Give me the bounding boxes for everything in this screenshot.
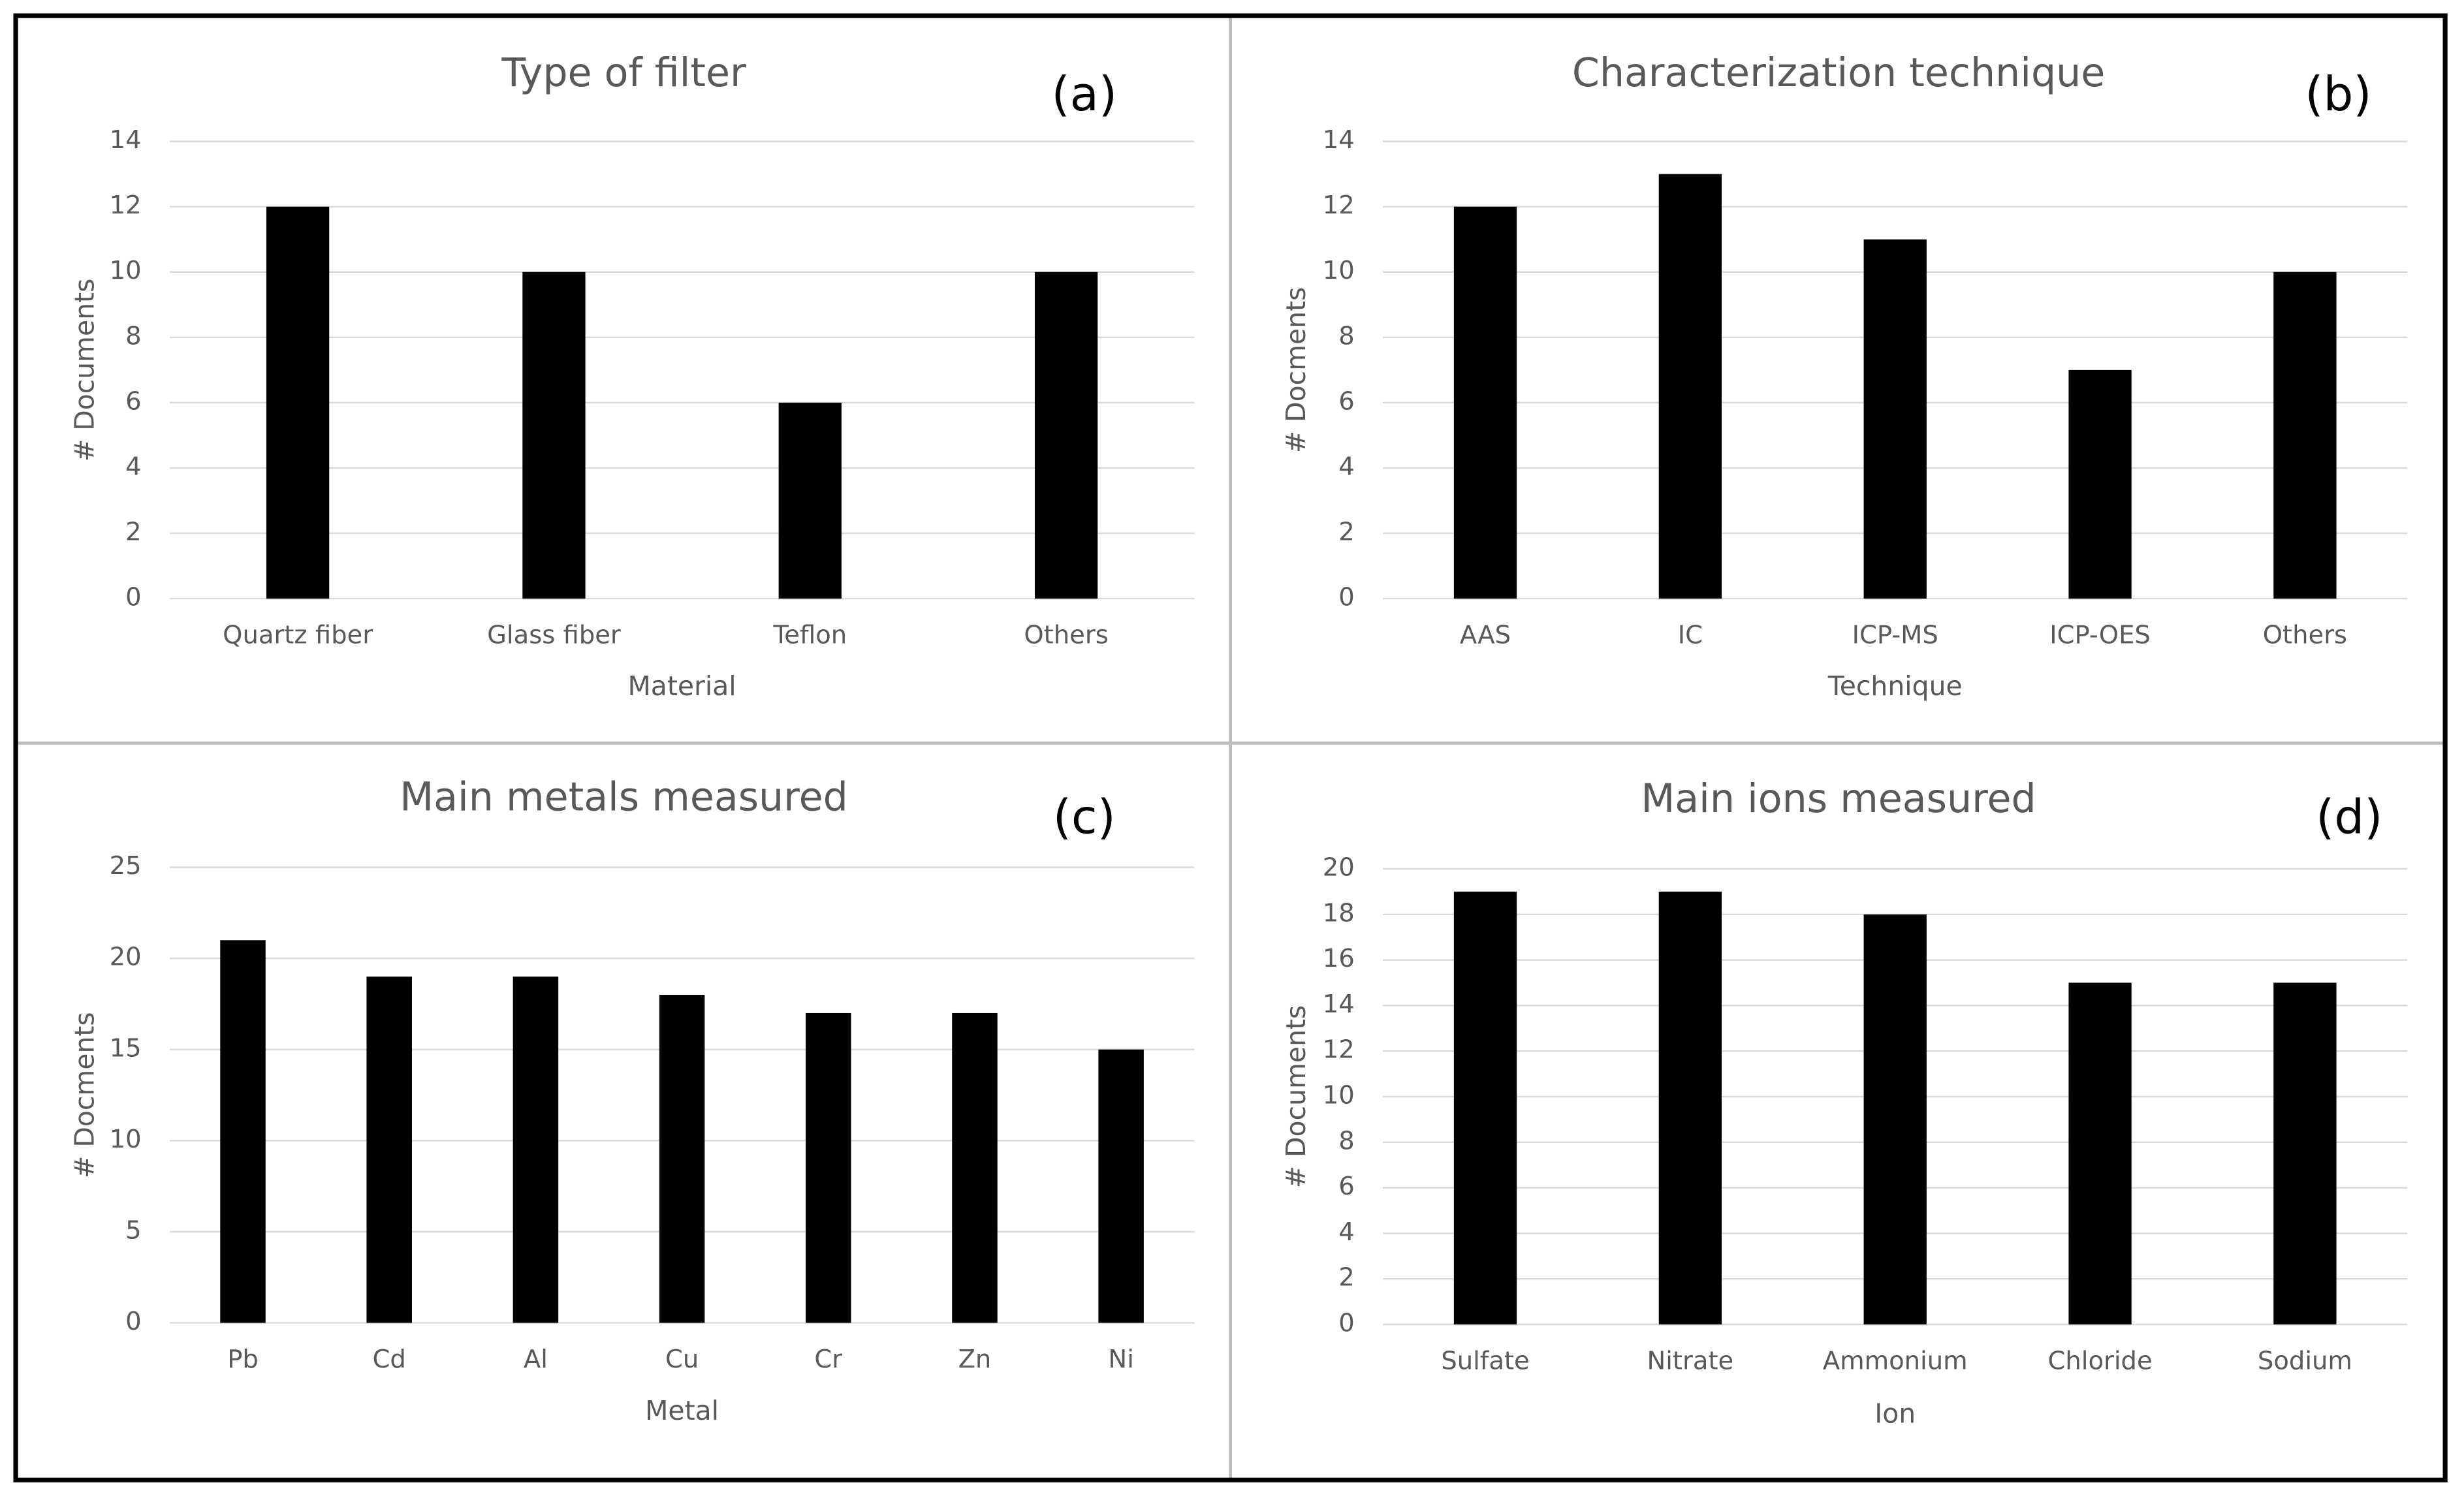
x-tick-label: Cr bbox=[814, 1345, 842, 1374]
panel-label: (c) bbox=[1053, 790, 1116, 845]
x-tick-label: Sodium bbox=[2258, 1346, 2352, 1375]
x-tick-label: Others bbox=[1024, 620, 1108, 649]
y-axis-title: # Documents bbox=[69, 279, 100, 462]
y-tick-label: 8 bbox=[1338, 321, 1355, 351]
y-tick-label: 15 bbox=[110, 1033, 142, 1063]
x-axis-title: Metal bbox=[645, 1395, 719, 1426]
y-axis-title: # Documents bbox=[1280, 1005, 1312, 1189]
panel-label: (b) bbox=[2305, 67, 2371, 122]
x-tick-label: Cd bbox=[373, 1345, 406, 1374]
bar bbox=[1453, 206, 1517, 599]
x-axis-title: Technique bbox=[1827, 670, 1963, 702]
bar bbox=[1453, 891, 1517, 1325]
y-tick-label: 8 bbox=[125, 321, 142, 351]
bar bbox=[952, 1012, 998, 1323]
bar bbox=[1098, 1049, 1144, 1323]
x-tick-label: Others bbox=[2263, 620, 2347, 649]
figure-border bbox=[13, 13, 2448, 1482]
bar bbox=[366, 977, 412, 1323]
y-tick-label: 2 bbox=[125, 517, 142, 546]
y-tick-label: 0 bbox=[125, 583, 142, 612]
y-tick-label: 4 bbox=[1338, 452, 1355, 481]
x-axis-title: Ion bbox=[1874, 1398, 1916, 1430]
x-tick-label: Glass fiber bbox=[487, 620, 621, 649]
bar bbox=[1034, 272, 1098, 599]
x-tick-label: ICP-OES bbox=[2049, 620, 2151, 649]
panel-label: (a) bbox=[1051, 67, 1117, 122]
x-tick-label: Quartz fiber bbox=[223, 620, 373, 649]
chart-title: Type of filter bbox=[501, 50, 746, 96]
x-tick-label: Pb bbox=[227, 1345, 259, 1374]
y-tick-label: 4 bbox=[125, 452, 142, 481]
y-tick-label: 2 bbox=[1338, 517, 1355, 546]
x-tick-label: Teflon bbox=[772, 620, 847, 649]
y-tick-label: 16 bbox=[1323, 944, 1355, 973]
x-tick-label: Ammonium bbox=[1823, 1346, 1968, 1375]
y-tick-label: 6 bbox=[1338, 1172, 1355, 1201]
y-axis-title: # Docments bbox=[69, 1012, 100, 1178]
chart-title: Main ions measured bbox=[1641, 776, 2036, 822]
y-tick-label: 14 bbox=[1323, 125, 1355, 155]
chart-title: Main metals measured bbox=[400, 775, 848, 821]
chart-title: Characterization technique bbox=[1572, 50, 2105, 96]
bar bbox=[1863, 914, 1927, 1325]
bar bbox=[1658, 891, 1722, 1325]
x-tick-label: AAS bbox=[1460, 620, 1511, 649]
y-tick-label: 20 bbox=[1323, 853, 1355, 883]
y-tick-label: 10 bbox=[110, 1125, 142, 1154]
bar bbox=[2273, 982, 2337, 1325]
y-tick-label: 10 bbox=[1323, 1081, 1355, 1110]
bar bbox=[778, 402, 842, 599]
x-tick-label: Chloride bbox=[2047, 1346, 2152, 1375]
y-tick-label: 12 bbox=[1323, 191, 1355, 220]
y-tick-label: 10 bbox=[1323, 256, 1355, 285]
y-tick-label: 18 bbox=[1323, 898, 1355, 928]
x-tick-label: Al bbox=[524, 1345, 548, 1374]
y-tick-label: 8 bbox=[1338, 1126, 1355, 1155]
bar bbox=[1658, 174, 1722, 599]
y-tick-label: 0 bbox=[125, 1307, 142, 1336]
bar bbox=[513, 977, 559, 1323]
y-axis-title: # Docments bbox=[1280, 287, 1312, 454]
x-axis-title: Material bbox=[627, 670, 736, 702]
bar bbox=[806, 1012, 851, 1323]
y-tick-label: 25 bbox=[110, 851, 142, 881]
y-tick-label: 12 bbox=[110, 191, 142, 220]
bar bbox=[522, 272, 586, 599]
y-tick-label: 10 bbox=[110, 256, 142, 285]
bar bbox=[2273, 272, 2337, 599]
x-tick-label: Nitrate bbox=[1647, 1346, 1733, 1375]
x-tick-label: Ni bbox=[1108, 1345, 1134, 1374]
y-tick-label: 12 bbox=[1323, 1035, 1355, 1065]
x-tick-label: Cu bbox=[665, 1345, 699, 1374]
panel-label: (d) bbox=[2316, 790, 2382, 845]
x-tick-label: Sulfate bbox=[1441, 1346, 1529, 1375]
y-tick-label: 6 bbox=[1338, 386, 1355, 416]
bar bbox=[1863, 239, 1927, 599]
bar bbox=[2068, 369, 2132, 599]
bar bbox=[266, 206, 330, 599]
y-tick-label: 0 bbox=[1338, 583, 1355, 612]
bar bbox=[220, 940, 266, 1323]
y-tick-label: 14 bbox=[1323, 990, 1355, 1019]
x-tick-label: IC bbox=[1678, 620, 1703, 649]
x-tick-label: ICP-MS bbox=[1852, 620, 1938, 649]
bar bbox=[659, 995, 705, 1323]
y-tick-label: 20 bbox=[110, 943, 142, 972]
y-tick-label: 2 bbox=[1338, 1263, 1355, 1292]
x-tick-label: Zn bbox=[958, 1345, 992, 1374]
y-tick-label: 5 bbox=[125, 1216, 142, 1245]
bar bbox=[2068, 982, 2132, 1325]
y-tick-label: 4 bbox=[1338, 1217, 1355, 1247]
y-tick-label: 0 bbox=[1338, 1309, 1355, 1338]
y-tick-label: 6 bbox=[125, 386, 142, 416]
y-tick-label: 14 bbox=[110, 125, 142, 155]
